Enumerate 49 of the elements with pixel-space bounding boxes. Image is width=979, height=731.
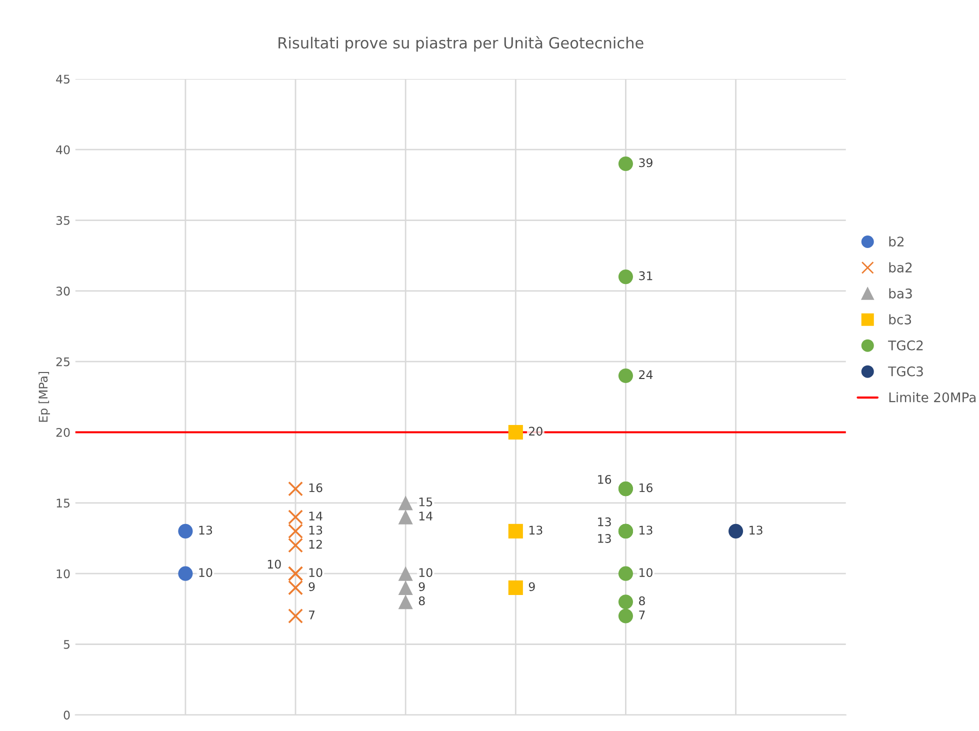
data-label: 9 [528,582,535,592]
data-label: 8 [418,596,425,606]
data-label: 12 [309,540,322,549]
data-label: 9 [308,582,315,592]
data-label: 8 [639,596,645,606]
data-label: 14 [309,512,322,520]
data-label: 10 [419,568,432,578]
y-tick-label: 30 [56,286,70,296]
y-tick-label: 40 [56,145,70,154]
data-label: 24 [639,370,653,379]
y-tick-label: 25 [56,357,70,366]
legend-label: TGC2 [888,340,923,350]
data-label: 15 [419,498,432,506]
y-tick-label: 35 [56,216,70,225]
data-label: 9 [418,582,425,592]
data-label: 13 [640,526,652,535]
data-label: 13 [199,526,212,535]
data-label: 14 [419,512,432,520]
y-tick-label: 0 [64,710,70,720]
y-tick-label: 15 [56,498,70,508]
data-label: 16 [640,483,652,492]
legend-label: Limite 20MPa [889,392,976,402]
data-label: 13 [598,517,611,526]
data-label: 10 [268,560,281,569]
data-label: 7 [308,610,315,620]
data-label: 10 [309,568,322,578]
y-axis-title: Ep [MPa] [38,372,50,422]
legend-label: bc3 [889,314,912,324]
data-label: 16 [309,483,322,492]
data-label: 20 [529,426,542,436]
data-label: 13 [309,526,322,535]
data-label: 10 [640,568,652,578]
data-label: 31 [639,271,652,280]
legend-label: ba3 [889,288,912,298]
legend-label: ba2 [889,262,912,273]
legend-label: b2 [889,236,904,247]
y-tick-label: 20 [56,428,70,437]
data-label: 39 [639,158,652,168]
data-label: 13 [529,526,542,535]
data-label: 7 [639,610,645,620]
legend-label: TGC3 [888,366,923,376]
data-label: 13 [750,526,762,535]
chart-title: Risultati prove su piastra per Unità Geotecniche [278,36,644,52]
data-label: 16 [598,474,612,484]
y-tick-label: 10 [56,569,70,578]
y-tick-label: 5 [64,640,70,649]
data-label: 13 [598,534,611,543]
data-label: 10 [199,568,212,578]
y-tick-label: 45 [56,74,70,84]
